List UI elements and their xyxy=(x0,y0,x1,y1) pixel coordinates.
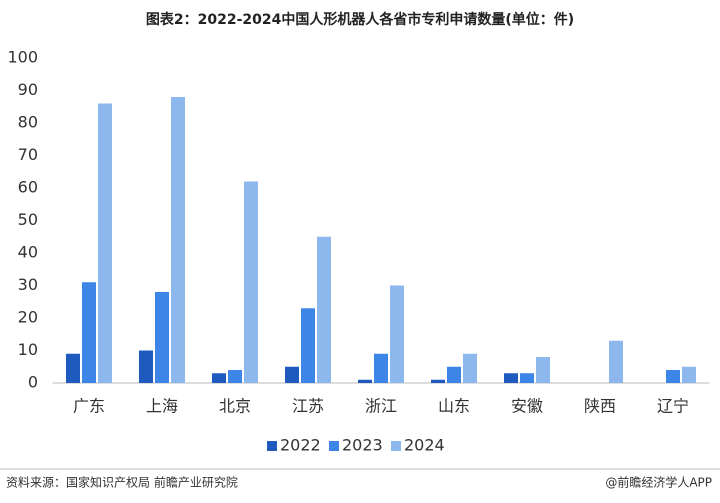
y-tick-label: 10 xyxy=(18,340,38,359)
y-tick-label: 40 xyxy=(18,243,38,262)
y-tick-label: 0 xyxy=(28,373,38,392)
credit: @前瞻经济学人APP xyxy=(605,475,712,490)
chart-title: 图表2：2022-2024中国人形机器人各省市专利申请数量(单位：件) xyxy=(146,11,574,28)
y-tick-label: 70 xyxy=(18,145,38,164)
y-tick-label: 60 xyxy=(18,178,38,197)
bar xyxy=(155,292,169,383)
bar xyxy=(212,373,226,383)
bar xyxy=(139,350,153,383)
bar xyxy=(171,97,185,383)
bar xyxy=(301,308,315,383)
legend-label: 2023 xyxy=(342,436,383,455)
x-tick-label: 江苏 xyxy=(292,397,324,416)
x-tick-label: 广东 xyxy=(73,397,105,416)
x-tick-label: 北京 xyxy=(219,397,251,416)
bar xyxy=(609,340,623,383)
bar xyxy=(390,285,404,383)
bar xyxy=(536,357,550,383)
bar xyxy=(82,282,96,383)
legend-label: 2022 xyxy=(280,436,321,455)
bar xyxy=(666,370,680,383)
y-tick-label: 80 xyxy=(18,113,38,132)
y-tick-label: 50 xyxy=(18,210,38,229)
x-tick-label: 辽宁 xyxy=(657,397,689,416)
bar xyxy=(285,366,299,383)
x-tick-label: 安徽 xyxy=(511,397,543,416)
y-tick-label: 100 xyxy=(7,48,38,67)
bar xyxy=(682,366,696,383)
legend-swatch xyxy=(267,441,277,451)
legend-label: 2024 xyxy=(404,436,445,455)
x-tick-label: 陕西 xyxy=(584,397,616,416)
x-tick-label: 山东 xyxy=(438,397,470,416)
y-tick-label: 90 xyxy=(18,80,38,99)
bar xyxy=(317,236,331,383)
x-tick-label: 浙江 xyxy=(365,397,397,416)
bar xyxy=(520,373,534,383)
x-tick-label: 上海 xyxy=(146,397,178,416)
bar xyxy=(374,353,388,383)
y-tick-label: 30 xyxy=(18,275,38,294)
bar xyxy=(228,370,242,383)
bar xyxy=(504,373,518,383)
bar xyxy=(463,353,477,383)
bar xyxy=(66,353,80,383)
bar xyxy=(358,379,372,383)
bar xyxy=(447,366,461,383)
y-tick-label: 20 xyxy=(18,308,38,327)
bar xyxy=(98,103,112,383)
bar xyxy=(244,181,258,383)
legend-swatch xyxy=(391,441,401,451)
source: 资料来源：国家知识产权局 前瞻产业研究院 xyxy=(6,475,238,490)
legend-swatch xyxy=(329,441,339,451)
bar xyxy=(431,379,445,383)
